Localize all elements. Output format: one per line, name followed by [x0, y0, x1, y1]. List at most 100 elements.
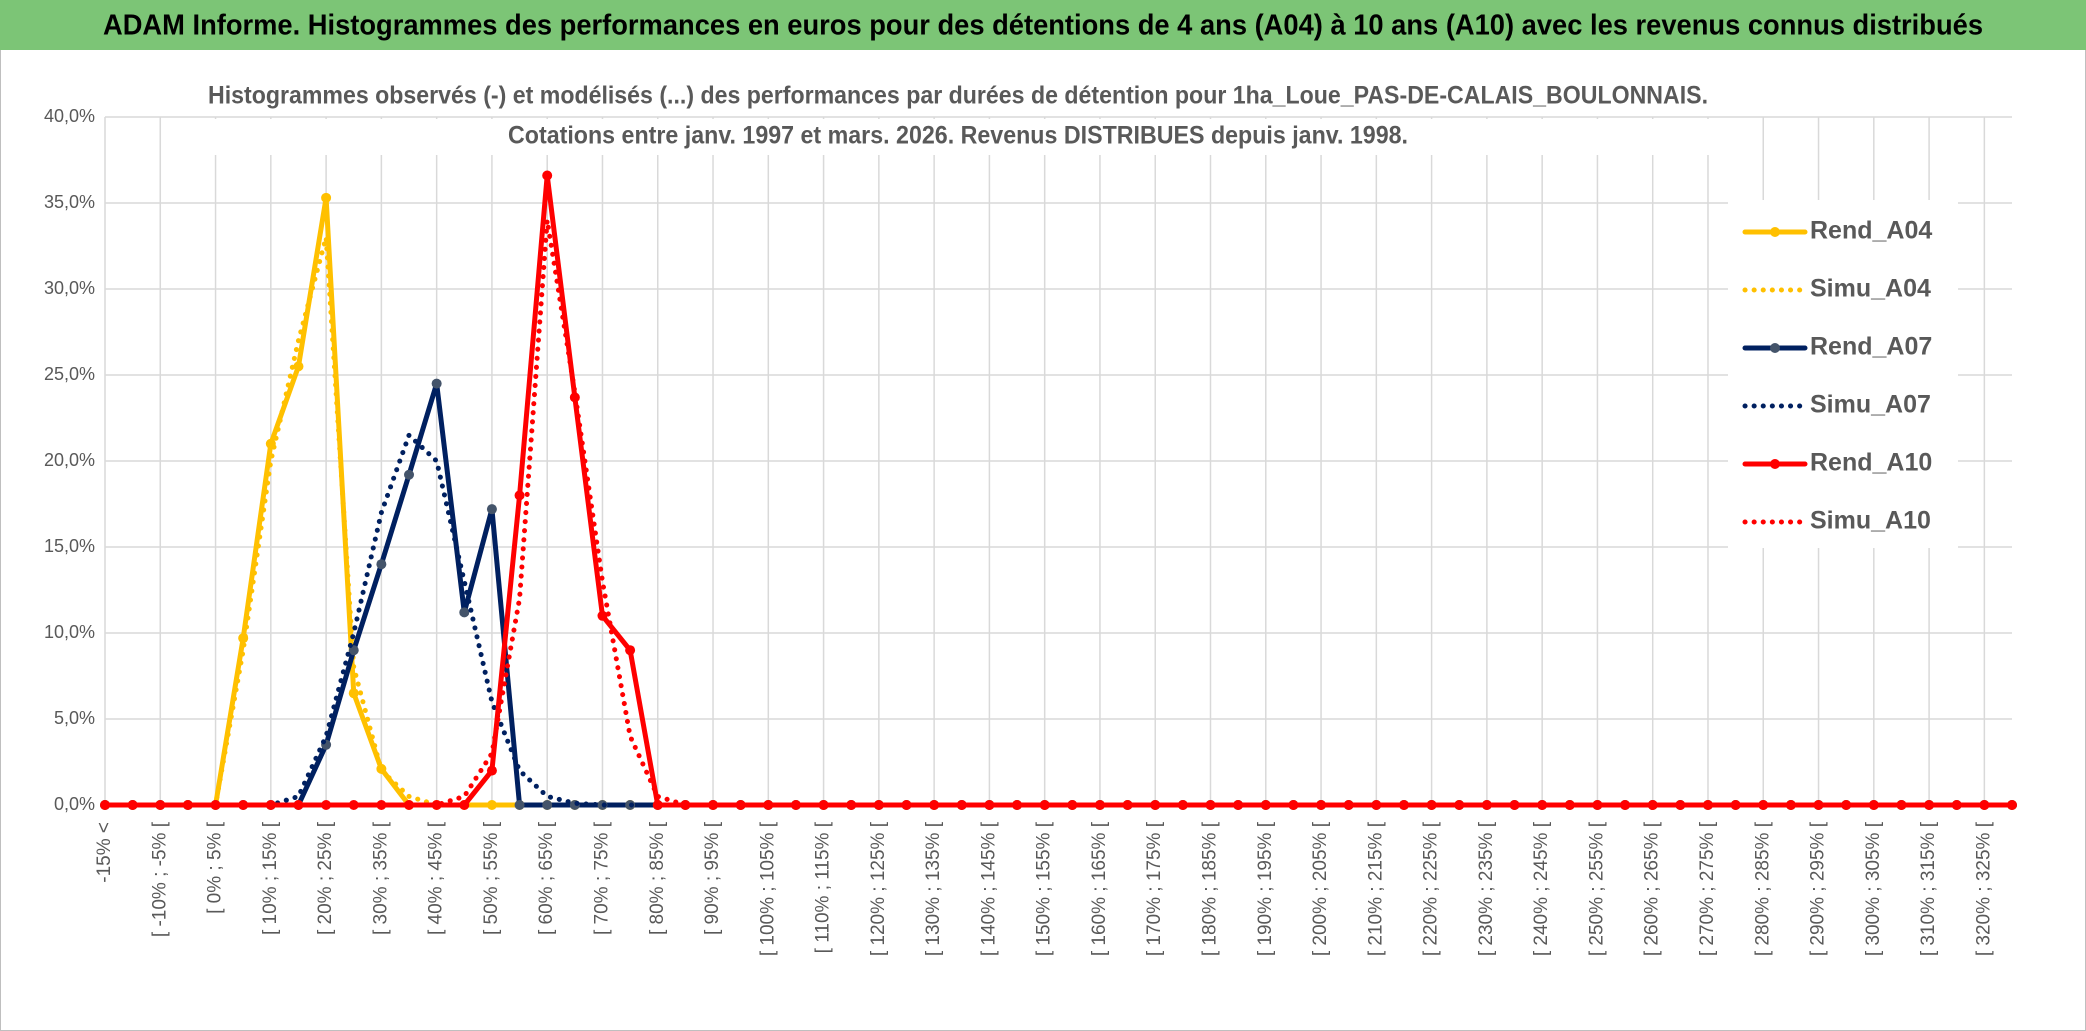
point	[514, 800, 525, 810]
point	[1620, 800, 1631, 810]
x-tick-label: [ 180% ; 185% [	[1200, 821, 1221, 956]
point	[1592, 800, 1603, 810]
point	[348, 800, 359, 810]
legend-background	[1728, 200, 1958, 548]
x-tick-label: [ 300% ; 305% [	[1863, 821, 1884, 956]
point	[321, 192, 332, 203]
x-tick-label: [ 0% ; 5% [	[205, 821, 226, 914]
x-tick-label: [ 100% ; 105% [	[757, 821, 778, 956]
point	[2007, 800, 2017, 810]
point	[984, 800, 995, 810]
point	[486, 765, 497, 776]
chart-title: Histogrammes observés (-) et modélisés (…	[208, 82, 1708, 110]
x-tick-label: [ 230% ; 235% [	[1476, 821, 1497, 956]
x-tick-label: [ 110% ; 115% [	[813, 821, 834, 953]
point	[514, 490, 525, 501]
series-line	[102, 217, 2015, 808]
legend-marker	[1770, 459, 1780, 469]
point	[1813, 800, 1824, 810]
x-tick-label: [ 130% ; 135% [	[923, 821, 944, 956]
point	[459, 607, 470, 618]
title-background	[200, 119, 1720, 155]
legend-marker	[1770, 227, 1780, 237]
legend-label: Simu_A04	[1810, 275, 1931, 303]
point	[1012, 800, 1023, 810]
x-tick-label: [ 260% ; 265% [	[1642, 821, 1663, 956]
x-tick-label: [ -10% ; -5% [	[149, 821, 170, 937]
point	[956, 800, 967, 810]
y-tick-label: 40,0%	[44, 106, 95, 126]
x-tick-label: [ 270% ; 275% [	[1697, 821, 1718, 956]
point	[1564, 800, 1575, 810]
point	[652, 800, 663, 810]
y-tick-label: 20,0%	[44, 450, 95, 470]
point	[901, 800, 912, 810]
x-tick-label: [ 20% ; 25% [	[315, 821, 336, 935]
point	[542, 170, 553, 181]
x-tick-label: -15% <	[94, 822, 115, 883]
point	[404, 800, 415, 810]
y-tick-label: 5,0%	[54, 708, 95, 728]
point	[1094, 800, 1105, 810]
y-tick-label: 0,0%	[54, 794, 95, 814]
x-tick-label: [ 210% ; 215% [	[1365, 821, 1386, 956]
point	[1868, 800, 1879, 810]
y-tick-label: 30,0%	[44, 278, 95, 298]
x-tick-label: [ 250% ; 255% [	[1586, 821, 1607, 956]
y-tick-label: 25,0%	[44, 364, 95, 384]
x-tick-label: [ 150% ; 155% [	[1034, 821, 1055, 956]
x-tick-label: [ 320% ; 325% [	[1973, 821, 1994, 956]
point	[486, 504, 497, 515]
point	[431, 800, 442, 810]
x-tick-label: [ 170% ; 175% [	[1144, 821, 1165, 956]
point	[1675, 800, 1686, 810]
x-tick-label: [ 120% ; 125% [	[868, 821, 889, 956]
legend-label: Simu_A07	[1810, 391, 1931, 419]
x-tick-label: [ 10% ; 15% [	[260, 821, 281, 935]
legend-label: Simu_A10	[1810, 507, 1931, 535]
x-tick-label: [ 160% ; 165% [	[1089, 821, 1110, 956]
x-tick-label: [ 50% ; 55% [	[481, 821, 502, 935]
legend-label: Rend_A07	[1810, 333, 1932, 361]
point	[846, 800, 857, 810]
legend-label: Rend_A10	[1810, 449, 1932, 477]
x-tick-label: [ 70% ; 75% [	[591, 821, 612, 935]
point	[321, 800, 332, 810]
x-tick-label: [ 80% ; 85% [	[647, 821, 668, 935]
x-tick-label: [ 140% ; 145% [	[978, 821, 999, 956]
point	[431, 378, 442, 389]
point	[1758, 800, 1769, 810]
x-tick-label: [ 30% ; 35% [	[370, 821, 391, 935]
chart-title: Cotations entre janv. 1997 et mars. 2026…	[508, 122, 1408, 150]
legend-label: Rend_A04	[1810, 217, 1932, 245]
y-tick-label: 15,0%	[44, 536, 95, 556]
title-background	[200, 79, 1720, 115]
x-tick-label: [ 280% ; 285% [	[1752, 821, 1773, 956]
point	[818, 800, 829, 810]
point	[404, 469, 415, 480]
point	[929, 800, 940, 810]
point	[1122, 800, 1133, 810]
y-tick-label: 10,0%	[44, 622, 95, 642]
x-tick-label: [ 60% ; 65% [	[536, 821, 557, 935]
header-band	[0, 0, 2086, 50]
point	[1039, 800, 1050, 810]
x-tick-label: [ 40% ; 45% [	[426, 821, 447, 935]
point	[1067, 800, 1078, 810]
x-tick-label: [ 310% ; 315% [	[1918, 821, 1939, 956]
x-tick-label: [ 90% ; 95% [	[702, 821, 723, 935]
point	[1702, 800, 1713, 810]
point	[873, 800, 884, 810]
header-title: ADAM Informe. Histogrammes des performan…	[103, 10, 1983, 42]
point	[459, 800, 470, 810]
point	[376, 559, 387, 570]
x-tick-label: [ 200% ; 205% [	[1310, 821, 1331, 956]
x-tick-label: [ 290% ; 295% [	[1808, 821, 1829, 956]
point	[625, 645, 636, 656]
point	[376, 800, 387, 810]
x-tick-label: [ 190% ; 195% [	[1255, 821, 1276, 956]
point	[293, 361, 304, 372]
point	[597, 610, 608, 621]
